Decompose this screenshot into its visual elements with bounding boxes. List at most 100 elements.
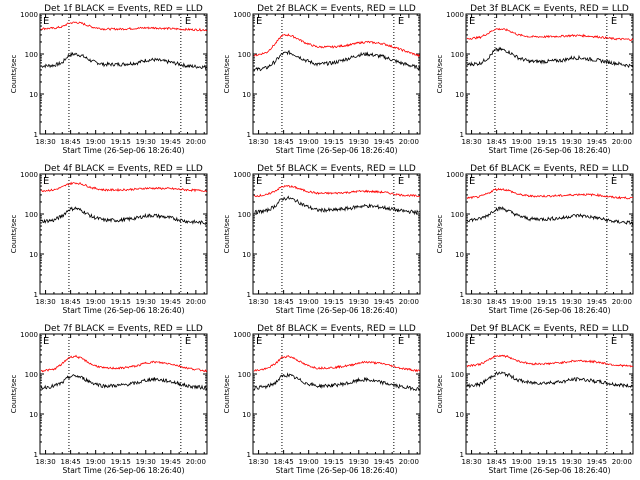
series-lld xyxy=(466,27,634,41)
event-marker: E xyxy=(611,16,617,27)
y-tick-label: 1000 xyxy=(233,171,251,179)
x-tick-label: 19:15 xyxy=(111,138,131,146)
x-tick-label: 19:15 xyxy=(324,138,344,146)
x-tick-label: 19:45 xyxy=(161,138,181,146)
series-events xyxy=(40,51,208,70)
y-tick-label: 1000 xyxy=(446,11,464,19)
event-marker: E xyxy=(43,176,49,187)
x-tick-label: 20:00 xyxy=(612,458,632,466)
panel-title: Det 8f BLACK = Events, RED = LLD xyxy=(257,324,416,334)
y-tick-label: 100 xyxy=(238,51,251,59)
y-tick-label: 1 xyxy=(34,451,38,459)
x-tick-label: 20:00 xyxy=(186,138,206,146)
x-tick-label: 18:45 xyxy=(61,298,81,306)
event-marker: E xyxy=(398,16,404,27)
plot-frame xyxy=(465,173,634,295)
x-tick-label: 19:15 xyxy=(537,298,557,306)
y-tick-label: 1 xyxy=(34,291,38,299)
y-axis-label: Counts/sec xyxy=(436,215,444,254)
x-tick-label: 20:00 xyxy=(612,138,632,146)
y-tick-label: 1 xyxy=(247,131,251,139)
y-tick-label: 10 xyxy=(242,91,251,99)
x-tick-label: 19:45 xyxy=(374,138,394,146)
x-axis-label: Start Time (26-Sep-06 18:26:40) xyxy=(489,306,611,315)
event-marker: E xyxy=(611,176,617,187)
y-tick-label: 1 xyxy=(247,451,251,459)
event-marker: E xyxy=(185,336,191,347)
event-marker: E xyxy=(256,336,262,347)
panel-title: Det 7f BLACK = Events, RED = LLD xyxy=(44,324,203,334)
series-lld xyxy=(466,187,634,200)
panel-title: Det 2f BLACK = Events, RED = LLD xyxy=(257,4,416,14)
x-axis-label: Start Time (26-Sep-06 18:26:40) xyxy=(489,466,611,475)
panel-4: Det 4f BLACK = Events, RED = LLD 1 10 100 10… xyxy=(10,164,208,315)
x-tick-label: 18:45 xyxy=(274,458,294,466)
x-tick-label: 20:00 xyxy=(186,298,206,306)
x-axis-label: Start Time (26-Sep-06 18:26:40) xyxy=(63,146,185,155)
x-tick-label: 19:30 xyxy=(349,458,369,466)
y-tick-label: 100 xyxy=(25,371,38,379)
event-marker: E xyxy=(398,176,404,187)
x-tick-label: 20:00 xyxy=(612,298,632,306)
x-tick-label: 18:30 xyxy=(461,458,481,466)
x-tick-label: 19:15 xyxy=(537,458,557,466)
x-tick-label: 19:00 xyxy=(512,458,532,466)
x-tick-label: 19:45 xyxy=(587,138,607,146)
panel-9: Det 9f BLACK = Events, RED = LLD 1 10 100 10… xyxy=(436,324,634,475)
x-tick-label: 19:45 xyxy=(161,458,181,466)
x-tick-label: 19:15 xyxy=(324,458,344,466)
x-tick-label: 18:45 xyxy=(61,458,81,466)
event-marker: E xyxy=(185,176,191,187)
series-events xyxy=(40,206,208,226)
panel-3: Det 3f BLACK = Events, RED = LLD 1 10 100 10… xyxy=(436,4,634,155)
x-tick-label: 19:00 xyxy=(86,458,106,466)
x-axis-label: Start Time (26-Sep-06 18:26:40) xyxy=(276,146,398,155)
x-tick-label: 18:45 xyxy=(487,458,507,466)
x-tick-label: 18:30 xyxy=(35,298,55,306)
series-events xyxy=(253,49,421,72)
plot-frame xyxy=(465,333,634,455)
x-tick-label: 19:30 xyxy=(349,298,369,306)
y-tick-label: 1 xyxy=(460,451,464,459)
x-axis-label: Start Time (26-Sep-06 18:26:40) xyxy=(489,146,611,155)
y-tick-label: 10 xyxy=(29,91,38,99)
x-tick-label: 20:00 xyxy=(399,458,419,466)
y-tick-label: 1000 xyxy=(446,171,464,179)
panel-title: Det 1f BLACK = Events, RED = LLD xyxy=(44,4,203,14)
event-marker: E xyxy=(43,336,49,347)
plot-frame xyxy=(252,333,421,455)
x-tick-label: 19:45 xyxy=(161,298,181,306)
x-tick-label: 19:00 xyxy=(512,138,532,146)
y-tick-label: 100 xyxy=(25,51,38,59)
x-tick-label: 20:00 xyxy=(399,138,419,146)
x-tick-label: 19:00 xyxy=(299,458,319,466)
y-tick-label: 100 xyxy=(451,211,464,219)
x-axis-label: Start Time (26-Sep-06 18:26:40) xyxy=(63,466,185,475)
y-tick-label: 10 xyxy=(242,411,251,419)
y-tick-label: 100 xyxy=(25,211,38,219)
series-lld xyxy=(254,184,421,198)
x-tick-label: 18:45 xyxy=(487,138,507,146)
series-events xyxy=(466,371,634,389)
y-tick-label: 1000 xyxy=(20,331,38,339)
x-tick-label: 19:15 xyxy=(537,138,557,146)
y-tick-label: 10 xyxy=(242,251,251,259)
plot-frame xyxy=(39,173,208,295)
event-marker: E xyxy=(398,336,404,347)
x-tick-label: 20:00 xyxy=(186,458,206,466)
y-axis-label: Counts/sec xyxy=(223,55,231,94)
event-marker: E xyxy=(256,176,262,187)
y-axis-label: Counts/sec xyxy=(10,55,18,94)
x-tick-label: 19:30 xyxy=(562,298,582,306)
series-lld xyxy=(40,354,208,373)
panel-6: Det 6f BLACK = Events, RED = LLD 1 10 100 10… xyxy=(436,164,634,315)
x-tick-label: 18:30 xyxy=(35,138,55,146)
plot-frame xyxy=(252,13,421,135)
event-marker: E xyxy=(256,16,262,27)
series-events xyxy=(466,206,634,226)
panel-title: Det 4f BLACK = Events, RED = LLD xyxy=(44,164,203,174)
x-tick-label: 19:00 xyxy=(299,298,319,306)
y-tick-label: 100 xyxy=(238,371,251,379)
plot-frame xyxy=(465,13,634,135)
